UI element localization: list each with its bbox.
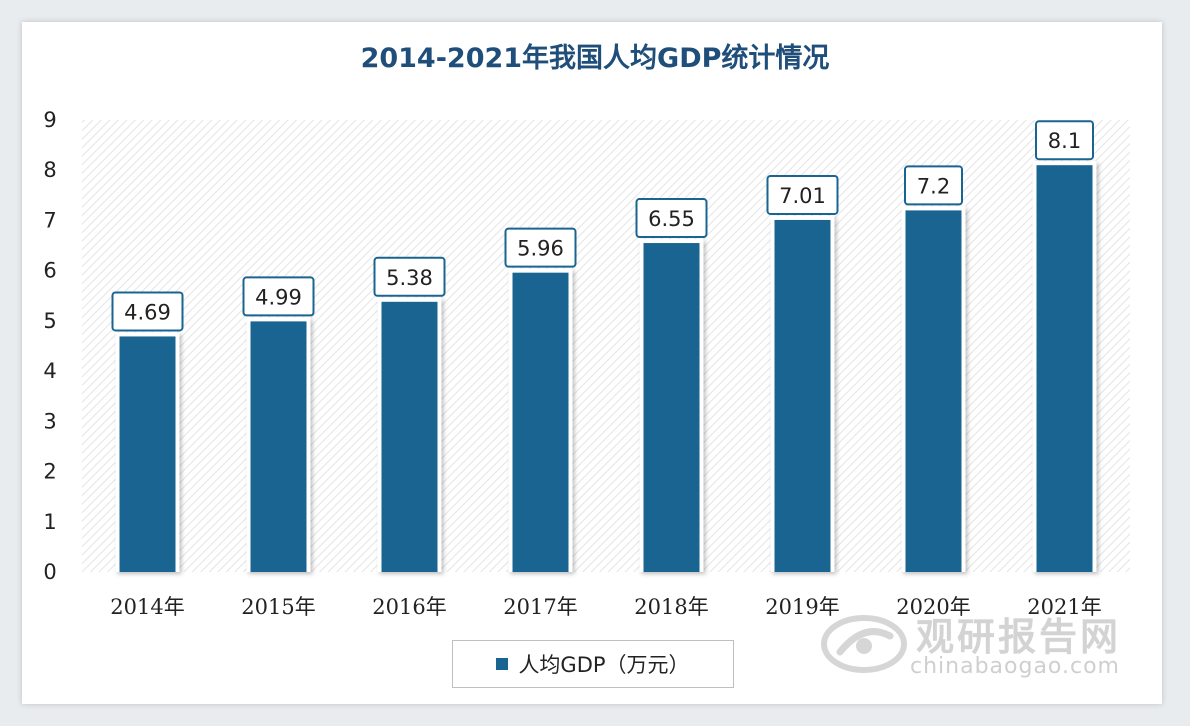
- y-tick-label: 7: [43, 208, 56, 232]
- bar: [905, 210, 962, 572]
- bar: [381, 301, 438, 572]
- data-label-box: [1035, 120, 1094, 161]
- bar: [119, 336, 176, 572]
- y-axis: 0 1 2 3 4 5 6 7 8 9: [43, 108, 56, 584]
- data-label-box: [635, 198, 708, 239]
- bar: [250, 321, 307, 572]
- x-tick-label: 2017年: [503, 595, 577, 619]
- data-label-box: [373, 256, 446, 297]
- data-label-box: [242, 276, 315, 317]
- legend-label: 人均GDP（万元）: [518, 653, 690, 677]
- y-tick-label: 4: [43, 359, 56, 383]
- watermark-logo-icon: [821, 615, 907, 673]
- y-tick-label: 1: [43, 510, 56, 534]
- data-label-box: [766, 174, 839, 215]
- bar: [1036, 165, 1093, 572]
- data-label-box: [504, 227, 577, 268]
- legend: 人均GDP（万元）: [452, 640, 734, 688]
- x-tick-label: 2015年: [241, 595, 315, 619]
- y-tick-label: 6: [43, 259, 56, 283]
- data-label: 5.96: [517, 237, 564, 261]
- bar-series: 4.69 4.99 5.38 5.96 6.55 7.01 7.2 8.1: [111, 120, 1097, 573]
- x-tick-label: 2014年: [110, 595, 184, 619]
- y-tick-label: 5: [43, 309, 56, 333]
- legend-swatch: [496, 658, 509, 670]
- data-label: 7.2: [917, 174, 950, 198]
- data-label: 8.1: [1048, 129, 1081, 153]
- chart-title: 2014-2021年我国人均GDP统计情况: [360, 43, 830, 74]
- bar: [643, 243, 700, 573]
- data-label: 4.99: [255, 285, 302, 309]
- watermark-brand: 观研报告网: [916, 615, 1122, 659]
- x-tick-label: 2019年: [765, 595, 839, 619]
- y-tick-label: 2: [43, 460, 56, 484]
- bar: [512, 272, 569, 572]
- watermark-url: chinabaogao.com: [910, 654, 1120, 679]
- data-label-box: [111, 291, 184, 332]
- watermark: 观研报告网 chinabaogao.com: [820, 606, 1140, 682]
- data-label: 4.69: [124, 300, 171, 324]
- data-label: 7.01: [779, 184, 826, 208]
- x-axis: 2014年 2015年 2016年 2017年 2018年 2019年 2020年 2021年: [110, 595, 1101, 619]
- y-tick-label: 0: [43, 560, 56, 584]
- data-label-box: [904, 165, 963, 206]
- bar: [774, 219, 831, 573]
- x-tick-label: 2018年: [634, 595, 708, 619]
- y-tick-label: 8: [43, 158, 56, 182]
- y-tick-label: 3: [43, 409, 56, 433]
- x-tick-label: 2021年: [1027, 595, 1101, 619]
- y-tick-label: 9: [43, 108, 56, 132]
- x-tick-label: 2020年: [896, 595, 970, 619]
- data-label: 6.55: [648, 207, 695, 231]
- data-label: 5.38: [386, 266, 433, 290]
- x-tick-label: 2016年: [372, 595, 446, 619]
- plot-area-background: [82, 120, 1130, 572]
